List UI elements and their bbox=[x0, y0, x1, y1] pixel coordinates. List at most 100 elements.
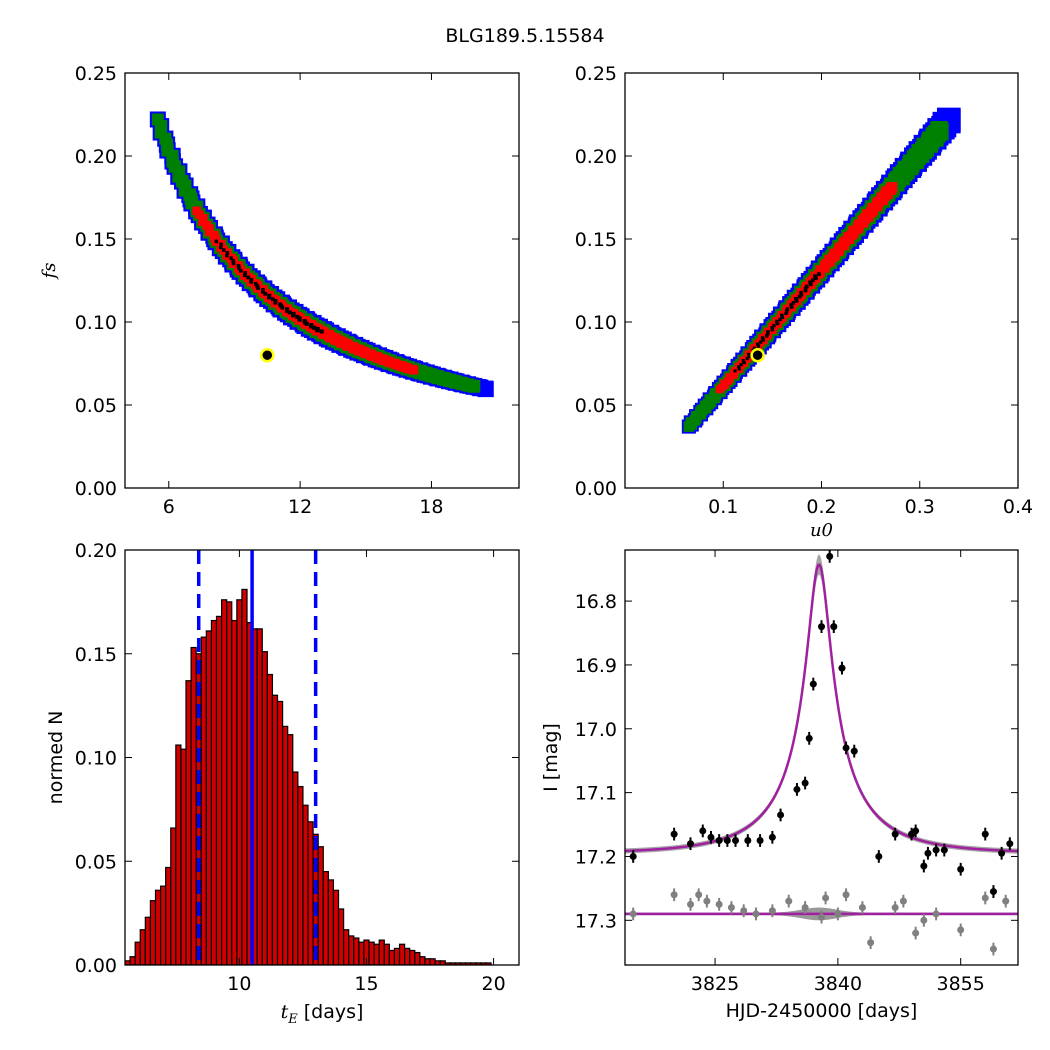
top-right-cell bbox=[799, 290, 803, 295]
top-right-cell bbox=[737, 367, 741, 371]
residual-point bbox=[1002, 897, 1010, 905]
residual-point bbox=[867, 939, 875, 947]
data-point bbox=[768, 833, 776, 841]
histogram-bar bbox=[154, 889, 162, 965]
histogram-bar bbox=[343, 929, 350, 965]
panel-bottom-right-lightcurve: 3825 3840 3855 16.8 16.9 17.0 17.1 17.2 17.3 I [m… bbox=[540, 549, 1019, 1022]
top-right-cell bbox=[789, 305, 794, 309]
top-left-cell bbox=[229, 256, 234, 261]
residual-point bbox=[687, 900, 694, 908]
histogram-bar bbox=[404, 947, 411, 965]
top-left-best-fit-marker bbox=[260, 347, 275, 363]
residual-point bbox=[891, 904, 899, 912]
data-point bbox=[830, 623, 838, 631]
bottom-right-xtick-label: 3855 bbox=[937, 973, 985, 995]
data-point bbox=[744, 837, 752, 844]
histogram-bar bbox=[144, 916, 152, 965]
data-point bbox=[809, 680, 817, 688]
histogram-bar bbox=[226, 601, 233, 965]
top-right-cell bbox=[813, 274, 817, 278]
residual-point bbox=[801, 904, 809, 912]
top-left-cell bbox=[273, 300, 278, 305]
top-left-cell bbox=[280, 305, 285, 310]
top-left-cell bbox=[312, 325, 317, 330]
top-right-cell bbox=[810, 278, 815, 283]
top-left-ytick-label: 0.20 bbox=[75, 146, 117, 168]
top-right-cell bbox=[770, 325, 774, 330]
residual-point bbox=[920, 916, 928, 924]
bottom-right-plot-area bbox=[625, 550, 1018, 956]
top-left-cell bbox=[270, 297, 275, 302]
top-left-cell bbox=[246, 275, 251, 280]
histogram-bar bbox=[429, 958, 436, 965]
residual-point bbox=[989, 945, 997, 953]
residual-point bbox=[768, 907, 776, 915]
bottom-right-ytick-label: 17.0 bbox=[575, 719, 617, 741]
top-left-cell bbox=[236, 264, 241, 268]
histogram-bar bbox=[337, 908, 345, 965]
top-left-cell bbox=[238, 268, 243, 273]
residual-point bbox=[981, 894, 989, 902]
bottom-left-xtick-label: 20 bbox=[481, 973, 505, 995]
top-left-frame bbox=[124, 72, 520, 489]
histogram-bar bbox=[378, 939, 385, 965]
top-left-cell bbox=[255, 284, 260, 288]
top-right-cell bbox=[761, 338, 765, 342]
bottom-left-ytick-label: 0.10 bbox=[75, 748, 117, 770]
top-left-cell bbox=[385, 357, 395, 368]
histogram-bar bbox=[419, 956, 426, 965]
top-right-cell bbox=[747, 352, 751, 357]
top-left-cell bbox=[221, 248, 226, 252]
residual-point bbox=[834, 910, 842, 918]
data-point bbox=[699, 827, 707, 835]
histogram-bar bbox=[317, 846, 324, 965]
top-right-cell bbox=[808, 280, 812, 285]
lightcurve-xlabel: HJD-2450000 [days] bbox=[726, 1000, 918, 1022]
residual-point bbox=[912, 929, 920, 937]
bottom-left-ytick-label: 0.05 bbox=[75, 851, 117, 873]
residual-point bbox=[670, 891, 678, 899]
bottom-right-xtick-label: 3825 bbox=[691, 973, 739, 995]
data-point bbox=[777, 811, 785, 819]
bottom-right-ytick-label: 17.1 bbox=[575, 783, 617, 805]
histogram-bar bbox=[256, 628, 263, 965]
panel-top-left-fs-vs-tE: 6 12 18 0.00 0.05 0.10 0.15 0.20 0.25 fs bbox=[39, 63, 520, 518]
histogram-bar bbox=[190, 646, 197, 965]
top-right-ytick-label: 0.00 bbox=[575, 478, 617, 500]
data-point bbox=[1006, 840, 1014, 848]
top-left-cell bbox=[231, 259, 236, 263]
data-point bbox=[793, 785, 801, 793]
histogram-bar bbox=[327, 879, 335, 965]
top-right-cell bbox=[799, 292, 804, 297]
residual-point bbox=[957, 926, 965, 934]
top-right-xtick-label: 0.3 bbox=[905, 496, 935, 518]
histogram-bar bbox=[236, 599, 243, 965]
histogram-ylabel: normed N bbox=[45, 711, 67, 805]
histogram-bar bbox=[424, 958, 431, 965]
top-left-cell bbox=[297, 317, 302, 322]
top-right-cell bbox=[733, 369, 737, 373]
histogram-bar bbox=[414, 951, 421, 965]
top-right-cell bbox=[784, 309, 789, 313]
histogram-bar bbox=[215, 615, 223, 965]
residual-point bbox=[818, 913, 825, 921]
top-right-cell bbox=[817, 272, 821, 276]
top-right-cell bbox=[785, 307, 790, 311]
top-left-ytick-label: 0.25 bbox=[75, 63, 117, 85]
histogram-bar bbox=[170, 827, 177, 965]
top-right-contour-black bbox=[733, 272, 821, 373]
histogram-bar bbox=[373, 943, 380, 965]
top-right-cell bbox=[756, 344, 761, 348]
data-point bbox=[629, 852, 637, 860]
data-point bbox=[912, 827, 920, 835]
top-right-cell bbox=[772, 323, 776, 328]
histogram-bar bbox=[282, 725, 289, 965]
bottom-right-ytick-label: 17.2 bbox=[575, 846, 617, 868]
top-right-cell bbox=[758, 340, 763, 344]
bottom-right-ytick-label: 17.3 bbox=[575, 910, 617, 932]
residual-point bbox=[703, 897, 711, 905]
top-left-cell bbox=[243, 271, 248, 275]
data-point bbox=[715, 837, 723, 844]
top-left-contour-blue bbox=[149, 111, 494, 398]
top-left-plot-area bbox=[149, 111, 494, 398]
